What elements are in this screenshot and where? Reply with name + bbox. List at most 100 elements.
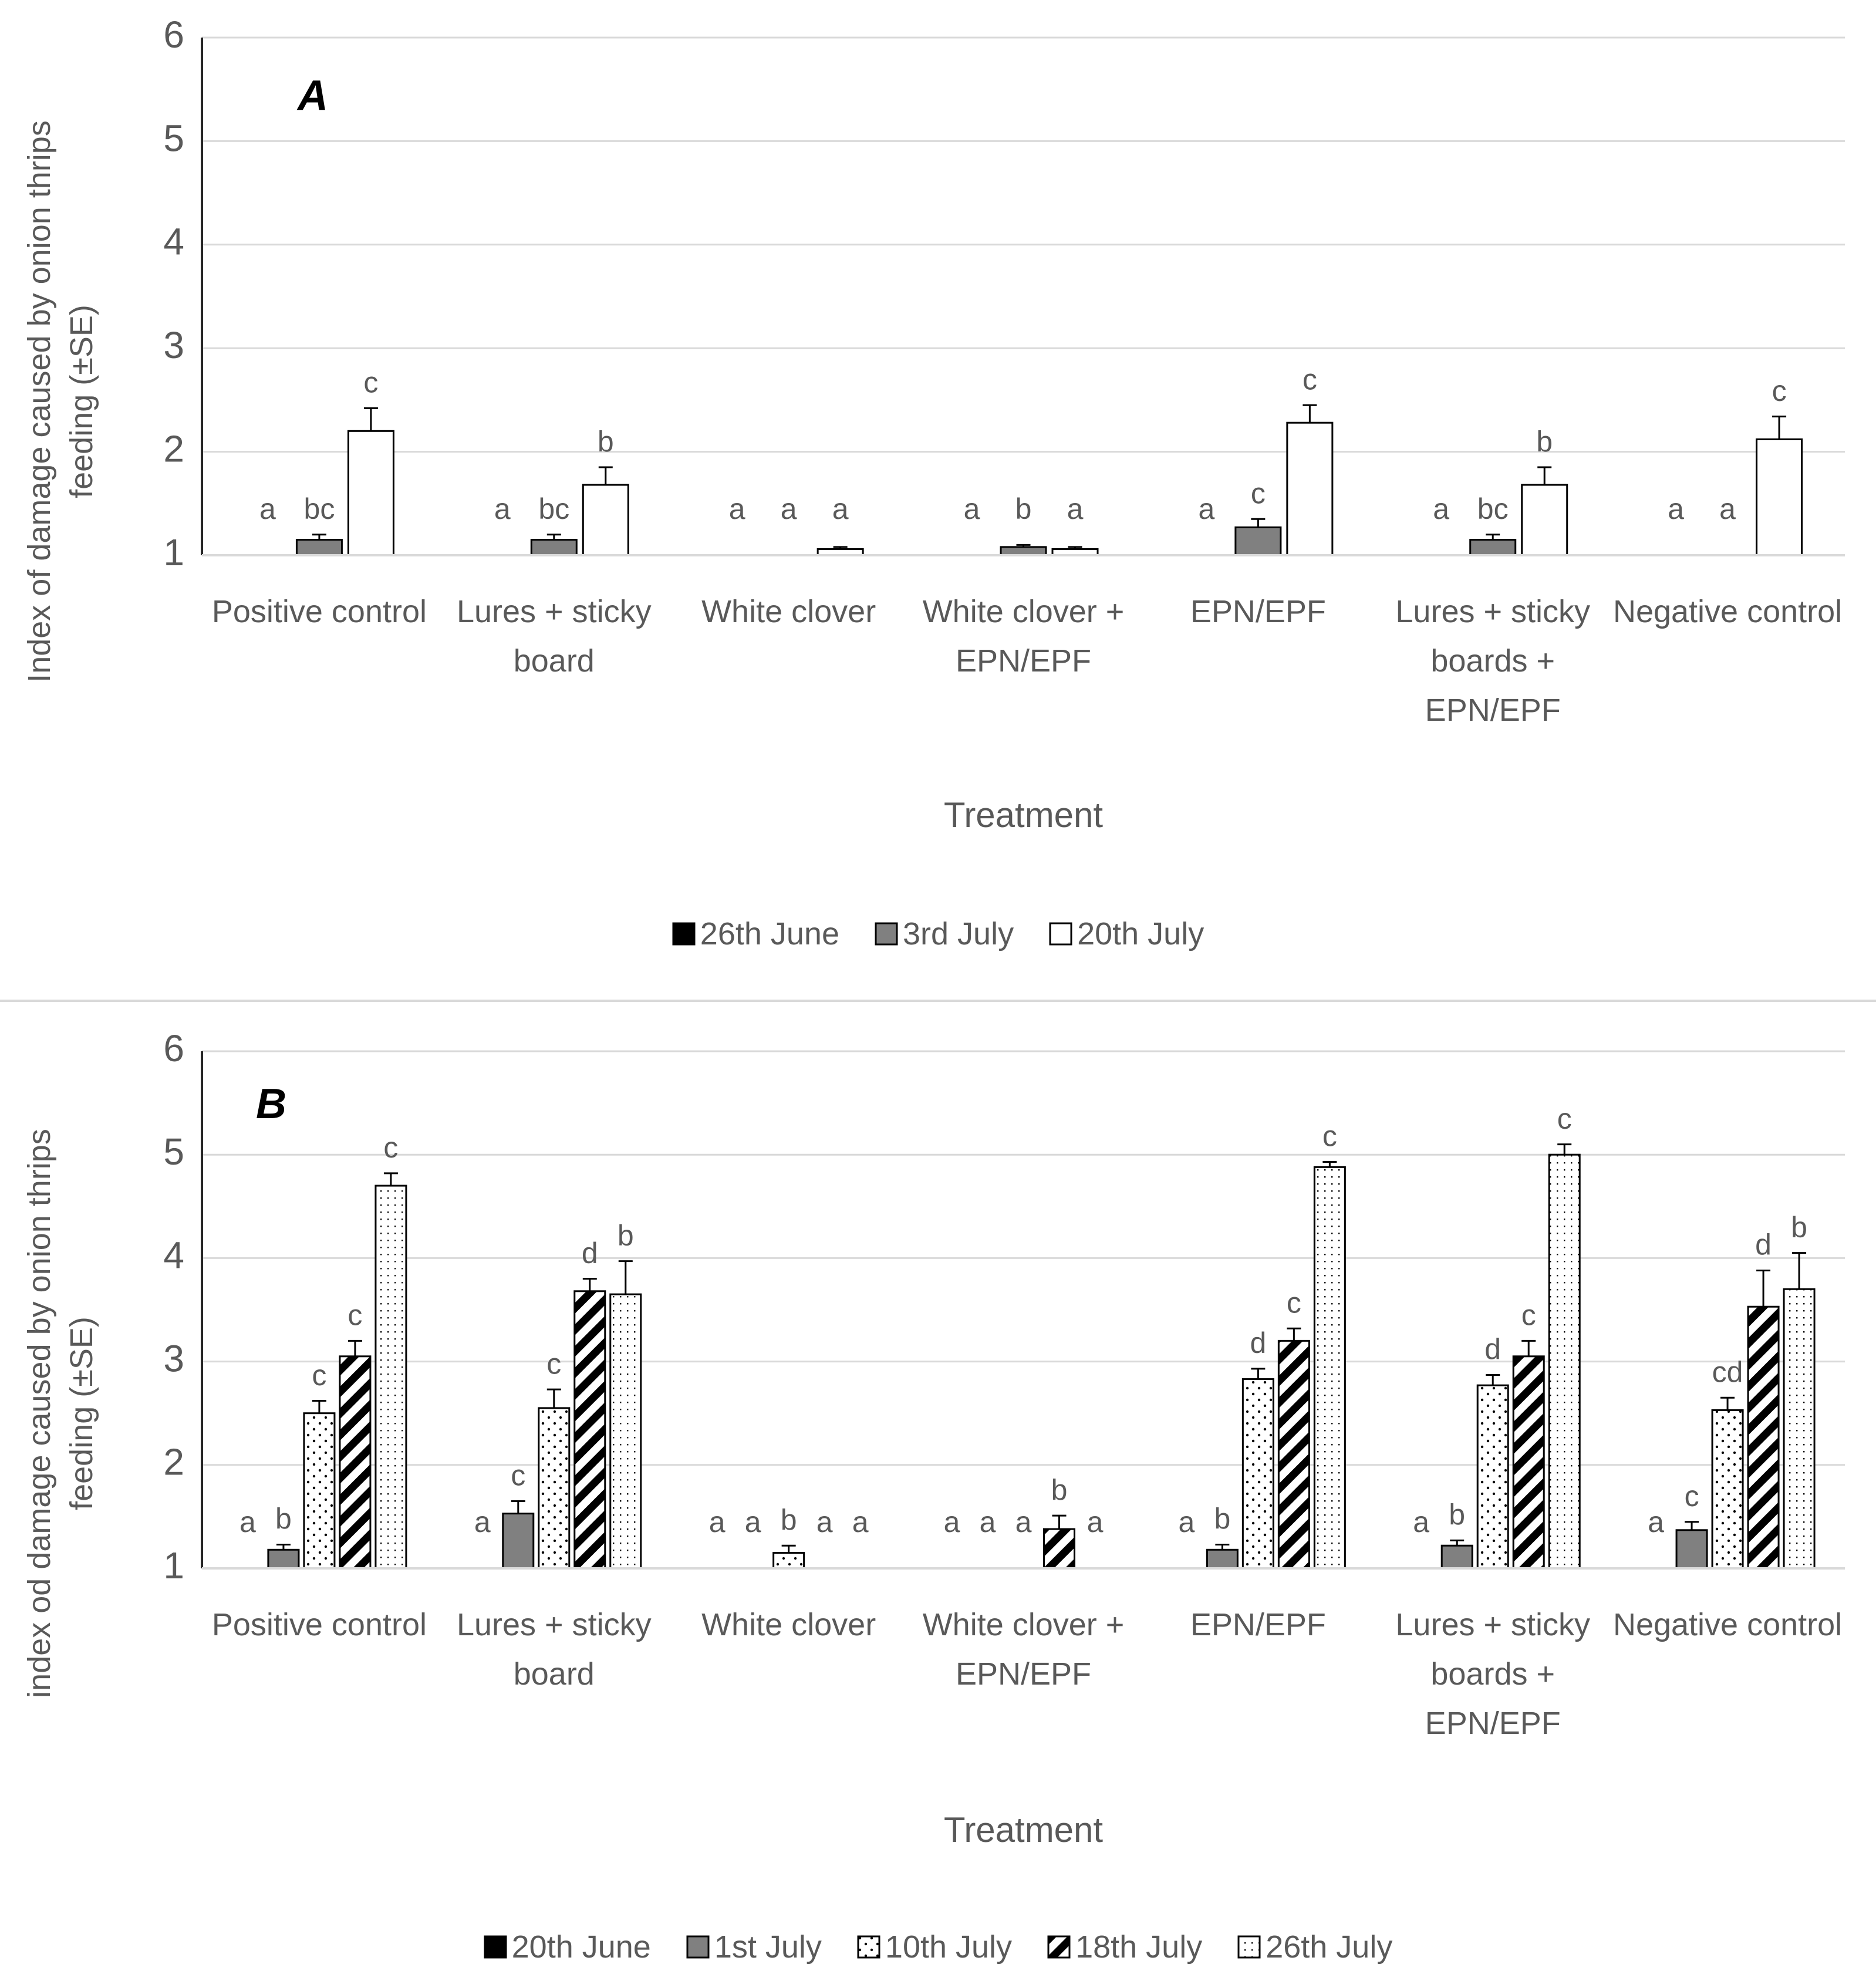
error-bar [1251,518,1266,528]
significance-letter: a [1668,492,1684,525]
significance-letter: a [1087,1506,1104,1538]
significance-letter: a [709,1506,726,1538]
panel-title: A [296,72,328,119]
significance-letter: c [1303,363,1317,396]
error-bar [1215,1543,1230,1550]
significance-letter: c [1557,1102,1572,1135]
bar [538,1407,571,1570]
bar [502,1513,535,1570]
y-axis-title-line: feeding (±SE) [64,1317,99,1510]
y-axis-title-line: feeding (±SE) [64,305,99,498]
significance-letter: bc [304,492,335,525]
significance-letter: c [1521,1299,1536,1332]
significance-letter: cd [1712,1355,1743,1388]
bar [1756,438,1803,556]
bar [374,1184,407,1570]
bar [1440,1544,1473,1570]
error-bar [1450,1539,1465,1546]
significance-letter: c [312,1359,326,1392]
error-bar [1251,1368,1266,1379]
significance-letter: c [1685,1480,1699,1513]
error-bar [1486,1374,1500,1386]
bar [1241,1378,1274,1570]
legend-item: 20th July [1049,916,1204,952]
y-axis-title: index od damage caused by onion thrips fe… [22,1129,99,1698]
significance-letter: c [1772,374,1787,407]
legend-label: 20th June [511,1929,651,1965]
bar [1521,484,1568,556]
error-bar [582,1278,597,1291]
legend-swatch [672,922,696,946]
significance-letter: c [383,1131,398,1164]
y-tick-label: 5 [163,1130,184,1173]
bar [1675,1529,1708,1570]
bar [1234,526,1282,556]
error-bar [1521,1339,1536,1356]
bar [1512,1355,1545,1570]
significance-letter: a [980,1506,996,1538]
error-bar [276,1543,291,1550]
error-bar [598,466,613,485]
legend: 26th June 3rd July 20th July [0,916,1876,952]
x-tick-label: Lures + sticky boards + EPN/EPF [1395,1607,1591,1741]
legend-item: 18th July [1047,1929,1202,1965]
error-bar [1287,1327,1301,1341]
x-tick-label: Lures + sticky board [456,1607,652,1692]
y-tick-label: 4 [163,221,184,263]
significance-letter: b [618,1219,634,1252]
significance-letter: b [1791,1211,1807,1244]
x-tick-label: EPN/EPF [1190,1607,1326,1642]
y-tick-label: 2 [163,428,184,470]
bar [295,539,343,556]
significance-letter: b [1214,1503,1230,1535]
error-bar [511,1500,525,1514]
legend-label: 26th June [700,916,839,951]
legend-swatch-box [857,1935,880,1959]
significance-letter: a [1067,492,1084,525]
bar [1747,1305,1780,1570]
legend-swatch [875,922,898,946]
y-axis-title-line: Index of damage caused by onion thrips [22,120,57,683]
significance-letter: b [1536,425,1553,458]
y-tick-label: 5 [163,117,184,159]
y-tick-label: 1 [163,531,184,573]
legend-item: 1st July [686,1929,822,1965]
bar [1206,1548,1239,1570]
x-tick-label: White clover + EPN/EPF [922,594,1125,679]
significance-letter: a [1178,1506,1195,1538]
y-tick-label: 6 [163,14,184,56]
legend-item: 26th June [672,916,839,952]
legend-item: 26th July [1237,1929,1392,1965]
bar [1277,1339,1310,1570]
legend-swatch-box [686,1935,710,1959]
error-bar [618,1260,633,1295]
legend-label: 26th July [1266,1929,1393,1965]
bar [1469,539,1517,556]
legend-label: 10th July [885,1929,1013,1965]
significance-letter: c [511,1459,525,1492]
error-bar [383,1172,398,1186]
legend-swatch [484,1935,507,1959]
significance-letter: a [1719,492,1736,525]
x-tick-label: White clover + EPN/EPF [922,1607,1125,1692]
error-bar [1068,546,1082,549]
x-axis-title: Treatment [944,1810,1104,1850]
significance-letter: a [1413,1506,1429,1538]
bar [1548,1153,1581,1570]
bar [1286,421,1334,556]
bar [347,430,394,556]
significance-letter: b [275,1503,292,1535]
significance-letter: a [852,1506,869,1538]
significance-letter: b [1449,1499,1465,1531]
significance-letter: a [729,492,745,525]
x-axis-title: Treatment [944,795,1104,835]
error-bar [1322,1161,1337,1167]
x-tick-label: Negative control [1612,1607,1843,1642]
error-bar [833,546,848,549]
x-tick-label: White clover [701,594,876,629]
legend-swatch-box [484,1935,507,1959]
x-tick-label: White clover [701,1607,876,1642]
significance-letter: b [781,1503,797,1536]
significance-letter: c [1322,1120,1337,1153]
